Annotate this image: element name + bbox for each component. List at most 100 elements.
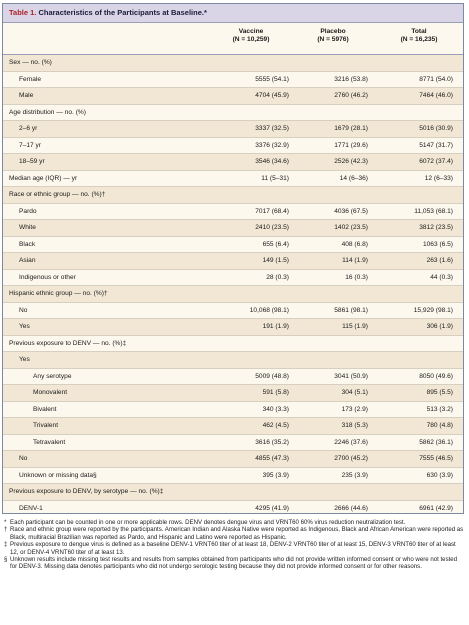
table-row: Yes 191 (1.9) 115 (1.9) 306 (1.9) — [3, 319, 463, 336]
row-label: 7–17 yr — [19, 141, 41, 149]
row-label: Male — [19, 92, 34, 99]
placebo-cell: 1679 (28.1) — [334, 125, 368, 132]
vaccine-cell: 149 (1.5) — [262, 257, 289, 264]
column-n: (N = 16,235) — [400, 36, 438, 43]
table-row: Indigenous or other 28 (0.3) 16 (0.3) 44 (0… — [3, 270, 463, 286]
total-cell: 5016 (30.9) — [419, 125, 453, 132]
footnote-symbol: † — [4, 526, 8, 534]
total-cell: 263 (1.6) — [426, 257, 453, 264]
table-row: Unknown or missing data§ 395 (3.9) 235 (3.… — [3, 468, 463, 484]
footnote-text: Race and ethnic group were reported by t… — [10, 526, 464, 541]
table-title: Characteristics of the Participants at B… — [38, 8, 207, 17]
total-cell: 306 (1.9) — [426, 323, 453, 330]
row-label: No — [19, 306, 28, 314]
total-cell: 513 (3.2) — [426, 405, 453, 413]
vaccine-cell: 5009 (48.8) — [255, 372, 289, 380]
row-label: Age distribution — no. (%) — [9, 108, 86, 116]
footnote-text: Previous exposure to dengue virus is def… — [10, 541, 456, 556]
row-label: Median age (IQR) — yr — [9, 174, 78, 182]
row-label: Yes — [19, 356, 30, 363]
placebo-cell: 235 (3.9) — [341, 471, 368, 479]
total-cell: 5862 (36.1) — [419, 438, 453, 446]
row-label: Any serotype — [33, 372, 72, 380]
total-cell: 5147 (31.7) — [419, 141, 453, 149]
table-frame: Table 1. Characteristics of the Particip… — [2, 3, 464, 514]
placebo-cell: 4036 (67.5) — [334, 207, 368, 215]
total-cell: 1063 (6.5) — [422, 240, 453, 248]
row-label: Bivalent — [33, 405, 57, 413]
table-row: Previous exposure to DENV — no. (%)‡ — [3, 336, 463, 352]
table-row: Asian 149 (1.5) 114 (1.9) 263 (1.6) — [3, 253, 463, 270]
placebo-cell: 2760 (46.2) — [334, 92, 368, 99]
table-row: No 10,068 (98.1) 5861 (98.1) 15,929 (98.1) — [3, 303, 463, 319]
vaccine-cell: 3376 (32.9) — [255, 141, 289, 149]
total-cell: 12 (6–33) — [424, 174, 453, 182]
table-body: Sex — no. (%) Female 5555 (54.1) 3216 (53.8… — [3, 55, 463, 513]
row-label: Black — [19, 240, 36, 248]
placebo-cell: 2526 (42.3) — [334, 158, 368, 165]
vaccine-cell: 3546 (34.6) — [255, 158, 289, 165]
total-cell: 895 (5.5) — [426, 389, 453, 396]
column-n: (N = 5976) — [317, 36, 349, 43]
row-label: Trivalent — [33, 422, 59, 429]
row-label: Sex — no. (%) — [9, 59, 52, 66]
total-cell: 6072 (37.4) — [419, 158, 453, 165]
column-name: Total — [411, 28, 427, 35]
footnote-symbol: § — [4, 556, 8, 564]
footnote-text: Unknown results include missing test res… — [10, 556, 458, 571]
placebo-cell: 318 (5.3) — [341, 422, 368, 429]
row-label: 2–6 yr — [19, 125, 38, 132]
table-row: Bivalent 340 (3.3) 173 (2.9) 513 (3.2) — [3, 402, 463, 418]
placebo-cell: 14 (6–36) — [339, 174, 368, 182]
total-cell: 7464 (46.0) — [419, 92, 453, 99]
row-label: Indigenous or other — [19, 273, 76, 281]
footnote: * Each participant can be counted in one … — [4, 519, 464, 526]
row-label: Pardo — [19, 207, 37, 215]
row-label: Yes — [19, 323, 30, 330]
row-label: Previous exposure to DENV, by serotype —… — [9, 488, 164, 495]
row-label: Unknown or missing data§ — [19, 471, 97, 479]
total-cell: 780 (4.8) — [426, 422, 453, 429]
table-row: 2–6 yr 3337 (32.5) 1679 (28.1) 5016 (30.9) — [3, 121, 463, 138]
column-header-vaccine: Vaccine (N = 10,259) — [220, 28, 282, 44]
placebo-cell: 5861 (98.1) — [334, 306, 368, 314]
column-header-row: Vaccine (N = 10,259) Placebo (N = 5976) … — [3, 23, 463, 55]
placebo-cell: 16 (0.3) — [345, 273, 368, 281]
row-label: DENV-1 — [19, 504, 43, 512]
placebo-cell: 3216 (53.8) — [334, 75, 368, 83]
total-cell: 8050 (49.6) — [419, 372, 453, 380]
table-row: Median age (IQR) — yr 11 (5–31) 14 (6–36) 1… — [3, 171, 463, 187]
total-cell: 7555 (46.5) — [419, 455, 453, 462]
table-row: Hispanic ethnic group — no. (%)† — [3, 286, 463, 303]
row-label: 18–59 yr — [19, 158, 45, 165]
vaccine-cell: 591 (5.8) — [262, 389, 289, 396]
vaccine-cell: 7017 (68.4) — [255, 207, 289, 215]
placebo-cell: 2246 (37.6) — [334, 438, 368, 446]
vaccine-cell: 2410 (23.5) — [255, 224, 289, 231]
total-cell: 15,929 (98.1) — [413, 306, 453, 314]
total-cell: 8771 (54.0) — [419, 75, 453, 83]
row-label: Female — [19, 75, 41, 83]
vaccine-cell: 191 (1.9) — [262, 323, 289, 330]
placebo-cell: 115 (1.9) — [342, 323, 368, 330]
vaccine-cell: 395 (3.9) — [262, 471, 289, 479]
table-row: Monovalent 591 (5.8) 304 (5.1) 895 (5.5) — [3, 385, 463, 402]
footnote: ‡ Previous exposure to dengue virus is de… — [4, 541, 464, 556]
table-label: Table 1. — [9, 8, 37, 17]
placebo-cell: 1771 (29.6) — [334, 141, 368, 149]
total-cell: 630 (3.9) — [426, 471, 453, 479]
placebo-cell: 1402 (23.5) — [334, 224, 368, 231]
footnote-symbol: * — [4, 519, 7, 526]
footnote: § Unknown results include missing test re… — [4, 556, 464, 571]
table-row: Black 655 (6.4) 408 (6.8) 1063 (6.5) — [3, 237, 463, 253]
table-row: Pardo 7017 (68.4) 4036 (67.5) 11,053 (68.1) — [3, 204, 463, 220]
placebo-cell: 173 (2.9) — [341, 405, 368, 413]
total-cell: 11,053 (68.1) — [414, 207, 453, 215]
placebo-cell: 2700 (45.2) — [334, 455, 368, 462]
placebo-cell: 304 (5.1) — [341, 389, 368, 396]
placebo-cell: 3041 (50.9) — [334, 372, 368, 380]
vaccine-cell: 4855 (47.3) — [255, 455, 289, 462]
row-label: Hispanic ethnic group — no. (%)† — [9, 290, 108, 297]
vaccine-cell: 655 (6.4) — [262, 240, 289, 248]
total-cell: 6961 (42.9) — [419, 504, 453, 512]
